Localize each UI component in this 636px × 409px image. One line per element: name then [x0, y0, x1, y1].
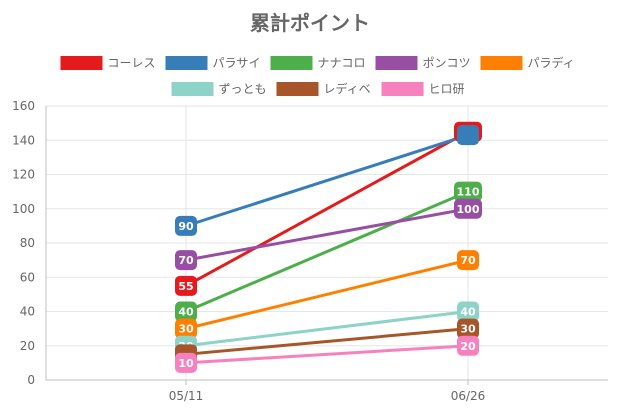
- x-tick-label: 05/11: [169, 389, 204, 403]
- data-point[interactable]: 70: [175, 250, 197, 271]
- legend-label: ナナコロ: [318, 56, 366, 70]
- legend-label: コーレス: [108, 56, 156, 70]
- data-point-marker: [457, 301, 479, 322]
- data-point[interactable]: 30: [457, 318, 479, 339]
- data-point-marker: [175, 275, 197, 296]
- data-point[interactable]: 100: [454, 198, 482, 219]
- series-line[interactable]: [184, 327, 470, 356]
- data-label: 40: [178, 306, 194, 319]
- legend-item[interactable]: ナナコロ: [270, 56, 366, 70]
- y-tick-label: 120: [12, 168, 35, 182]
- data-point-marker: [175, 215, 197, 236]
- data-point-marker: [457, 318, 479, 339]
- legend-item[interactable]: ヒロ研: [381, 82, 465, 96]
- legend-swatch: [270, 56, 313, 70]
- series-line[interactable]: [184, 344, 470, 365]
- data-point-marker: [457, 250, 479, 271]
- legend-swatch: [165, 56, 208, 70]
- y-tick-label: 0: [27, 373, 35, 387]
- data-label: 30: [460, 323, 476, 336]
- chart-title: 累計ポイント: [250, 11, 370, 35]
- axes: 0 20 40 60 80 100 120 140 160 05/11 06/26: [12, 99, 608, 403]
- data-label: 90: [178, 220, 194, 233]
- data-point[interactable]: 110: [454, 181, 482, 202]
- data-point-marker: [175, 250, 197, 271]
- y-tick-label: 60: [20, 270, 35, 284]
- data-point[interactable]: 30: [175, 318, 197, 339]
- data-point[interactable]: 20: [457, 335, 479, 356]
- y-tick-label: 80: [20, 236, 35, 250]
- data-label: 55: [178, 280, 193, 293]
- legend-swatch: [375, 56, 418, 70]
- data-point[interactable]: 40: [175, 301, 197, 322]
- legend-item[interactable]: パラサイ: [165, 56, 261, 70]
- data-label: 20: [460, 340, 476, 353]
- data-label: 100: [457, 203, 480, 216]
- data-point[interactable]: 55: [175, 275, 197, 296]
- legend-item[interactable]: コーレス: [60, 56, 156, 70]
- legend-label: パラサイ: [213, 56, 261, 70]
- data-point-marker: [457, 125, 479, 146]
- series-line[interactable]: [184, 133, 470, 228]
- data-label: 30: [178, 323, 194, 336]
- grid: [46, 105, 608, 380]
- y-tick-label: 160: [12, 99, 35, 113]
- series-line[interactable]: [184, 130, 470, 288]
- data-label: 10: [178, 357, 194, 370]
- y-tick-label: 20: [20, 339, 35, 353]
- legend-label: ずっとも: [219, 82, 267, 96]
- legend-swatch: [60, 56, 103, 70]
- legend-label: ポンコツ: [423, 56, 471, 70]
- legend-item[interactable]: ずっとも: [171, 82, 267, 96]
- data-label: 40: [460, 306, 476, 319]
- series-lines: [184, 130, 470, 365]
- data-point-marker: [457, 335, 479, 356]
- data-point[interactable]: 90: [175, 215, 197, 236]
- legend-swatch: [381, 82, 424, 96]
- data-point-marker: [454, 198, 482, 219]
- y-tick-label: 40: [20, 305, 35, 319]
- data-point[interactable]: 40: [457, 301, 479, 322]
- data-label: 110: [457, 186, 480, 199]
- series-line[interactable]: [184, 258, 470, 331]
- data-point-marker: [175, 352, 197, 373]
- data-point[interactable]: 10: [175, 352, 197, 373]
- data-point-marker: [175, 301, 197, 322]
- legend-label: パラディ: [528, 55, 575, 70]
- data-label: 70: [460, 254, 476, 267]
- legend-swatch: [171, 82, 214, 96]
- data-point[interactable]: 70: [457, 250, 479, 271]
- data-labels: 5514590401107010030702040301020: [175, 121, 482, 373]
- series-line[interactable]: [184, 207, 470, 262]
- x-tick-label: 06/26: [451, 389, 486, 403]
- data-point-marker: [175, 318, 197, 339]
- legend-item[interactable]: パラディ: [480, 55, 575, 70]
- y-tick-label: 100: [12, 202, 35, 216]
- data-label: 70: [178, 254, 194, 267]
- legend-item[interactable]: ポンコツ: [375, 56, 471, 70]
- series-line[interactable]: [184, 190, 470, 313]
- legend-swatch: [480, 56, 523, 70]
- data-point-marker: [454, 181, 482, 202]
- legend-label: ヒロ研: [429, 82, 465, 96]
- legend-item[interactable]: レディベ: [276, 81, 371, 96]
- data-point[interactable]: [457, 125, 479, 146]
- y-tick-label: 140: [12, 133, 35, 147]
- legend-swatch: [276, 82, 319, 96]
- legend-label: レディベ: [324, 81, 371, 96]
- series-line[interactable]: [184, 310, 470, 348]
